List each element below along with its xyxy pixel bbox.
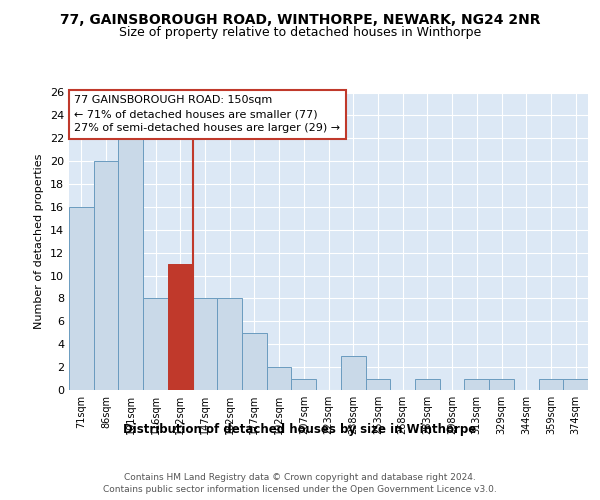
- Text: Contains public sector information licensed under the Open Government Licence v3: Contains public sector information licen…: [103, 485, 497, 494]
- Bar: [341, 356, 365, 390]
- Bar: [193, 298, 217, 390]
- Bar: [69, 207, 94, 390]
- Bar: [94, 161, 118, 390]
- Bar: [539, 378, 563, 390]
- Y-axis label: Number of detached properties: Number of detached properties: [34, 154, 44, 329]
- Text: 77 GAINSBOROUGH ROAD: 150sqm
← 71% of detached houses are smaller (77)
27% of se: 77 GAINSBOROUGH ROAD: 150sqm ← 71% of de…: [74, 96, 340, 134]
- Bar: [365, 378, 390, 390]
- Text: Size of property relative to detached houses in Winthorpe: Size of property relative to detached ho…: [119, 26, 481, 39]
- Text: Contains HM Land Registry data © Crown copyright and database right 2024.: Contains HM Land Registry data © Crown c…: [124, 472, 476, 482]
- Bar: [292, 378, 316, 390]
- Bar: [415, 378, 440, 390]
- Bar: [143, 298, 168, 390]
- Bar: [464, 378, 489, 390]
- Bar: [242, 333, 267, 390]
- Bar: [217, 298, 242, 390]
- Bar: [489, 378, 514, 390]
- Text: 77, GAINSBOROUGH ROAD, WINTHORPE, NEWARK, NG24 2NR: 77, GAINSBOROUGH ROAD, WINTHORPE, NEWARK…: [60, 12, 540, 26]
- Bar: [563, 378, 588, 390]
- Bar: [168, 264, 193, 390]
- Bar: [118, 138, 143, 390]
- Bar: [267, 367, 292, 390]
- Text: Distribution of detached houses by size in Winthorpe: Distribution of detached houses by size …: [124, 422, 476, 436]
- Bar: [168, 264, 193, 390]
